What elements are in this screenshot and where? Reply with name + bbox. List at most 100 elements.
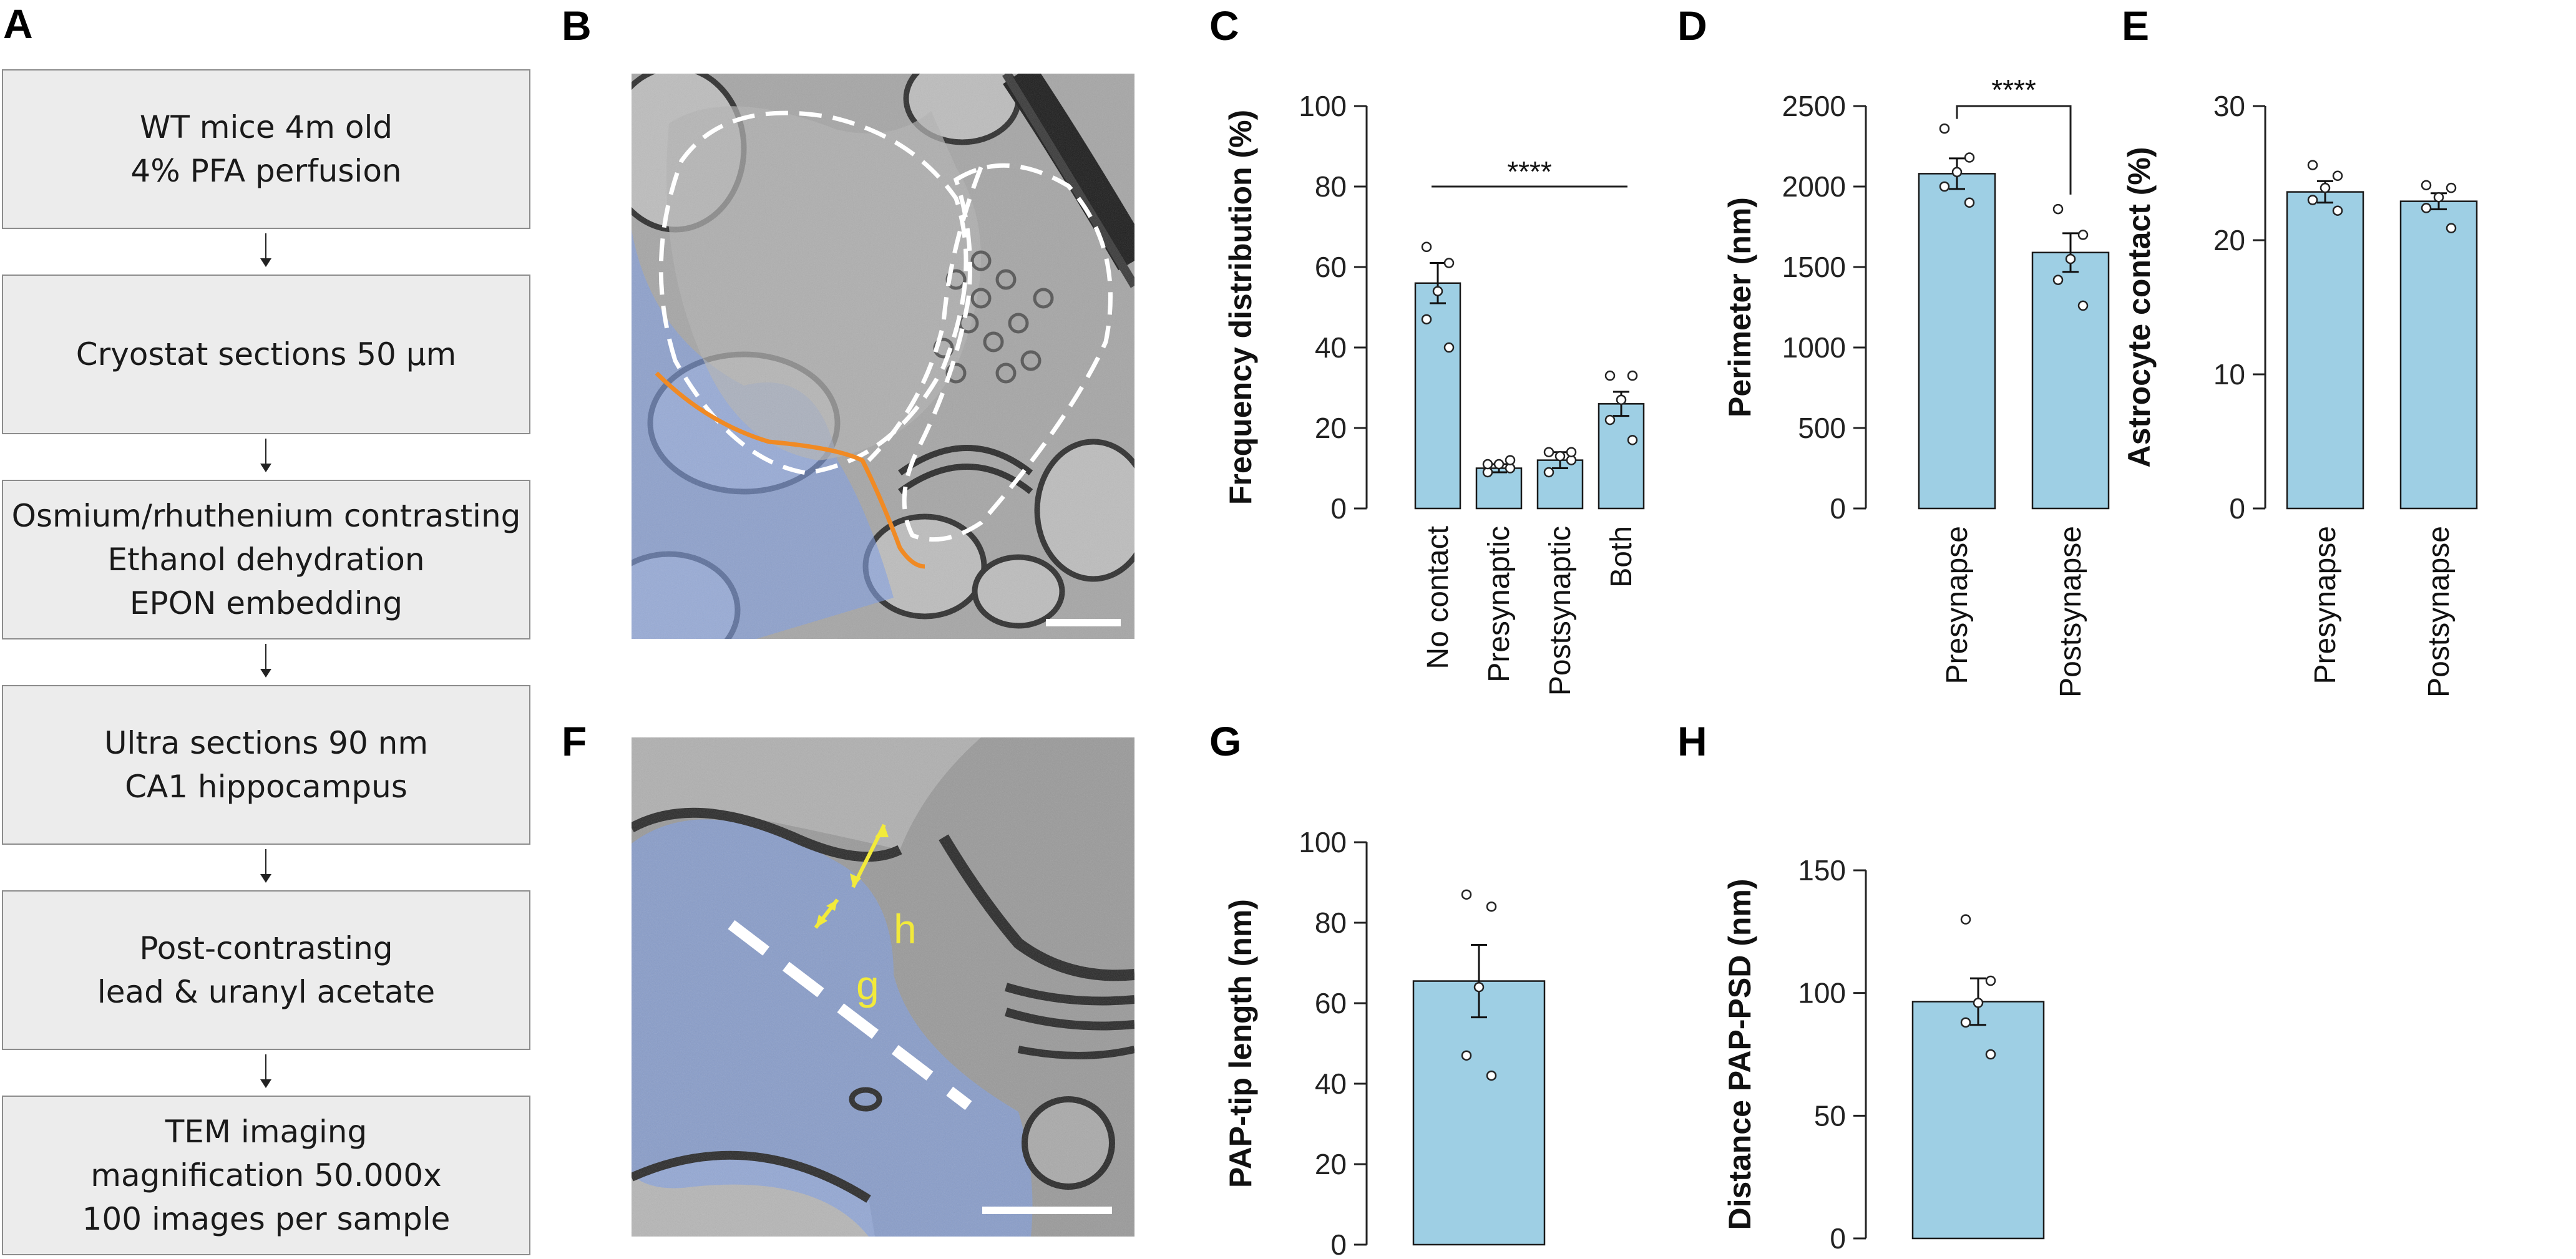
data-point bbox=[1604, 370, 1616, 381]
flow-step-text: Post-contrasting bbox=[139, 930, 393, 966]
flow-step-text: Ultra sections 90 nm bbox=[104, 725, 429, 761]
data-point bbox=[1964, 197, 1975, 208]
flow-step-text: Ethanol dehydration bbox=[107, 542, 425, 578]
x-category-label: Postsynapse bbox=[2054, 526, 2087, 698]
y-tick-label: 30 bbox=[2213, 90, 2245, 122]
data-point bbox=[1505, 455, 1516, 465]
y-tick-label: 20 bbox=[1315, 412, 1347, 444]
data-point bbox=[1960, 914, 1971, 925]
data-point bbox=[1461, 1050, 1472, 1061]
y-tick-label: 40 bbox=[1315, 1067, 1347, 1100]
data-point bbox=[1951, 167, 1963, 178]
y-tick-label: 1500 bbox=[1782, 251, 1846, 283]
y-tick-label: 0 bbox=[1330, 492, 1347, 525]
panel-label-g: G bbox=[1209, 718, 1242, 764]
flow-step-text: lead & uranyl acetate bbox=[97, 974, 436, 1010]
dashed-reference-line bbox=[728, 920, 972, 1111]
flow-arrow bbox=[260, 233, 271, 267]
chart-perimeter: Perimeter (nm) 0 500 1000 1500 2000 2500 Presyn… bbox=[1722, 74, 2110, 698]
bar bbox=[1412, 980, 1546, 1246]
data-point bbox=[2446, 182, 2457, 193]
data-point bbox=[2421, 203, 2432, 213]
y-axis-title: Frequency distribution (%) bbox=[1223, 110, 1258, 505]
x-category-label: Both bbox=[1605, 526, 1638, 588]
panel-label-b: B bbox=[562, 2, 592, 49]
data-point bbox=[1486, 1070, 1497, 1081]
postsynapse-outline bbox=[902, 163, 1113, 542]
chart-astrocyte-contact: Astrocyte contact (%) 0 10 20 30 Presynapse Po… bbox=[2122, 90, 2478, 698]
data-point bbox=[2307, 195, 2318, 205]
y-tick-label: 80 bbox=[1315, 170, 1347, 203]
significance-bracket bbox=[1956, 105, 2072, 195]
flow-step-text: magnification 50.000x bbox=[90, 1157, 442, 1193]
scale-bar-b bbox=[1046, 619, 1121, 626]
y-tick-label: 2000 bbox=[1782, 170, 1846, 203]
data-point bbox=[1461, 889, 1472, 900]
data-point bbox=[1443, 258, 1455, 268]
y-tick-label: 60 bbox=[1315, 987, 1347, 1019]
flow-arrow bbox=[260, 849, 271, 883]
flow-step-text: TEM imaging bbox=[165, 1114, 368, 1150]
data-point bbox=[2446, 223, 2457, 233]
data-point bbox=[2332, 205, 2343, 216]
data-point bbox=[1421, 314, 1432, 325]
flow-step-contrasting: Osmium/rhuthenium contrasting Ethanol de… bbox=[2, 480, 530, 639]
data-point bbox=[1554, 450, 1566, 462]
data-point bbox=[1939, 123, 1950, 134]
data-point bbox=[1973, 998, 1984, 1008]
flow-step-post-contrasting: Post-contrasting lead & uranyl acetate bbox=[2, 890, 530, 1050]
bar bbox=[2031, 251, 2110, 510]
data-point bbox=[1473, 981, 1485, 993]
contact-line bbox=[655, 371, 925, 569]
flow-step-tem-imaging: TEM imaging magnification 50.000x 100 im… bbox=[2, 1096, 530, 1255]
data-point bbox=[2320, 182, 2331, 193]
data-point bbox=[1985, 1049, 1996, 1060]
y-tick-label: 100 bbox=[1798, 977, 1846, 1009]
y-tick-label: 20 bbox=[2213, 224, 2245, 256]
y-tick-label: 10 bbox=[2213, 358, 2245, 391]
chart-pap-tip-length: PAP-tip length (nm) 0 20 40 60 80 100 bbox=[1223, 826, 1546, 1259]
y-tick-label: 40 bbox=[1315, 331, 1347, 364]
flow-arrow bbox=[260, 439, 271, 472]
data-point bbox=[1939, 181, 1950, 192]
data-point bbox=[1960, 1017, 1971, 1028]
bar bbox=[1918, 173, 1996, 510]
chart-distance-pap-psd: Distance PAP-PSD (nm) 0 50 100 150 bbox=[1722, 854, 2045, 1255]
flow-step-perfusion: WT mice 4m old 4% PFA perfusion bbox=[2, 69, 530, 229]
y-axis-title: Perimeter (nm) bbox=[1722, 197, 1757, 417]
micrograph-b-image bbox=[632, 74, 1134, 639]
y-tick-label: 20 bbox=[1315, 1148, 1347, 1180]
y-tick-label: 0 bbox=[2229, 492, 2245, 525]
flow-step-text: EPON embedding bbox=[129, 585, 403, 621]
data-point bbox=[1566, 447, 1577, 457]
y-tick-label: 0 bbox=[1830, 492, 1846, 525]
y-tick-label: 50 bbox=[1814, 1099, 1846, 1132]
x-category-label: Postsynaptic bbox=[1544, 526, 1577, 696]
flow-step-text: Osmium/rhuthenium contrasting bbox=[11, 498, 521, 534]
y-tick-label: 2500 bbox=[1782, 90, 1846, 122]
presynapse-outline bbox=[658, 110, 968, 475]
x-category-label: Presynapse bbox=[1941, 526, 1974, 684]
bar bbox=[2286, 191, 2364, 510]
flow-step-text: CA1 hippocampus bbox=[125, 769, 407, 805]
flow-arrow bbox=[260, 644, 271, 678]
panel-label-c: C bbox=[1209, 2, 1239, 49]
data-point bbox=[1627, 435, 1638, 445]
x-category-label: Presynapse bbox=[2309, 526, 2342, 684]
y-tick-label: 0 bbox=[1330, 1228, 1347, 1259]
bar bbox=[2399, 200, 2478, 510]
bar bbox=[1911, 1001, 2045, 1240]
flow-step-text: 100 images per sample bbox=[82, 1201, 451, 1237]
data-point bbox=[2052, 203, 2064, 215]
data-point bbox=[2332, 170, 2343, 182]
data-point bbox=[1486, 901, 1497, 912]
x-category-label: Postsynapse bbox=[2422, 526, 2456, 698]
y-tick-label: 100 bbox=[1299, 826, 1347, 858]
label-h: h bbox=[894, 906, 917, 952]
data-point bbox=[2077, 300, 2089, 311]
data-point bbox=[1543, 467, 1554, 478]
data-point bbox=[2307, 160, 2318, 170]
flow-step-text: WT mice 4m old bbox=[139, 109, 393, 145]
y-tick-label: 60 bbox=[1315, 251, 1347, 283]
panel-label-d: D bbox=[1677, 2, 1707, 49]
